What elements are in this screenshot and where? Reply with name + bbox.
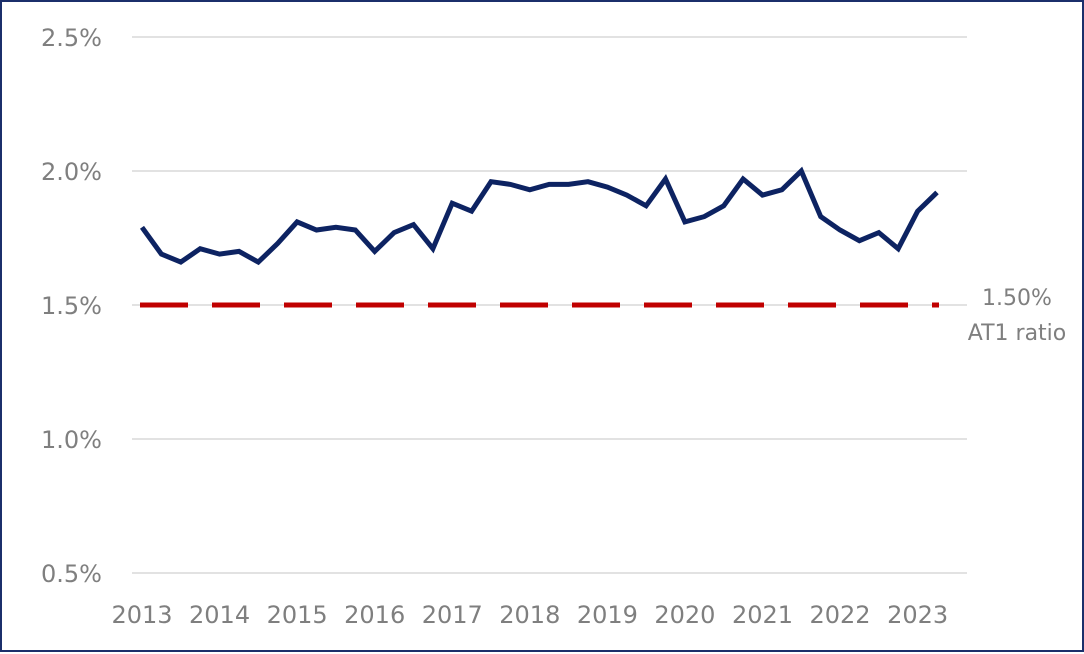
x-tick-label: 2017 <box>422 601 483 629</box>
x-tick-label: 2019 <box>577 601 638 629</box>
x-tick-label: 2013 <box>111 601 172 629</box>
y-tick-label: 1.5% <box>41 292 102 320</box>
reference-line-value-label: 1.50% <box>982 286 1052 311</box>
x-tick-label: 2022 <box>810 601 871 629</box>
y-tick-label: 0.5% <box>41 560 102 588</box>
x-tick-label: 2015 <box>267 601 328 629</box>
y-tick-label: 1.0% <box>41 426 102 454</box>
x-axis-ticks: 2013 2014 2015 2016 2017 2018 2019 2020 2021 2022… <box>111 601 948 629</box>
x-tick-label: 2020 <box>654 601 715 629</box>
x-tick-label: 2014 <box>189 601 250 629</box>
y-tick-label: 2.5% <box>41 24 102 52</box>
x-tick-label: 2016 <box>344 601 405 629</box>
series-line <box>142 171 937 262</box>
x-tick-label: 2023 <box>887 601 948 629</box>
y-axis-ticks: 0.5% 1.0% 1.5% 2.0% 2.5% <box>41 24 102 588</box>
y-tick-label: 2.0% <box>41 158 102 186</box>
x-tick-label: 2021 <box>732 601 793 629</box>
reference-line-text-label: AT1 ratio <box>968 321 1067 346</box>
series-group <box>142 171 937 262</box>
x-tick-label: 2018 <box>499 601 560 629</box>
